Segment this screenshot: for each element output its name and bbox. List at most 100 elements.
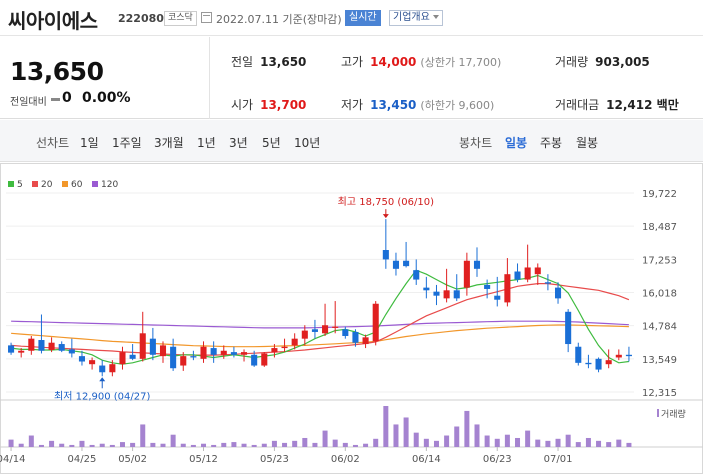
candle-body: [342, 329, 349, 336]
candle-body: [484, 284, 491, 289]
candle-body: [514, 271, 521, 280]
volume-bar: [342, 442, 348, 447]
candle-body: [382, 250, 389, 260]
candle-body: [180, 356, 187, 366]
volume-bar: [616, 439, 622, 447]
tab-1y[interactable]: 1년: [197, 136, 216, 150]
x-tick-label: 04/14: [0, 454, 25, 465]
volume-bar: [383, 406, 389, 447]
volume-bar: [292, 440, 298, 447]
x-tick-label: 06/23: [483, 454, 512, 465]
x-tick-label: 05/12: [189, 454, 218, 465]
volume-label: 거래량: [661, 408, 686, 420]
candle-body: [68, 349, 75, 354]
realtime-button[interactable]: 실시간: [345, 10, 381, 26]
candle-body: [372, 303, 379, 342]
candle-body: [615, 354, 622, 358]
candle-body: [565, 311, 572, 345]
low-price: 저가 13,450 (하한가 9,600): [341, 98, 495, 112]
chart-period-tabs: 선차트 1일 1주일 3개월 1년 3년 5년 10년 봉차트 일봉 주봉 월봉: [0, 120, 703, 162]
volume-bar: [180, 443, 186, 447]
chart-border: [0, 163, 703, 474]
legend-label-20: 20: [41, 180, 53, 190]
company-overview-dropdown[interactable]: 기업개요: [389, 10, 443, 26]
x-tick-label: 07/01: [544, 454, 573, 465]
candle-body: [524, 267, 531, 280]
high-annotation: 최고 18,750 (06/10): [338, 196, 434, 208]
candle-body: [413, 270, 420, 280]
candle-body: [99, 365, 106, 373]
annotations: 최고 18,750 (06/10) 최저 12,900 (04/27): [54, 196, 434, 402]
volume-bar: [130, 442, 136, 447]
volume-bar: [606, 442, 612, 447]
ma20-line: [11, 282, 630, 356]
candle-body: [605, 360, 612, 365]
volume-bar: [109, 444, 115, 447]
ma60-line: [11, 324, 629, 348]
volume-bar: [201, 443, 207, 447]
volume-bar: [525, 430, 531, 447]
volume-bar: [69, 444, 75, 447]
tab-weekly[interactable]: 주봉: [540, 136, 563, 150]
volume-bar: [99, 443, 105, 447]
chart-grid: [0, 163, 703, 474]
volume-bar: [474, 424, 480, 447]
volume-bar: [170, 434, 176, 447]
candle-body: [433, 291, 440, 296]
tab-10y[interactable]: 10년: [294, 136, 321, 150]
tab-3m[interactable]: 3개월: [154, 136, 184, 150]
candle-body: [58, 344, 65, 351]
candle-body: [119, 352, 126, 365]
tab-daily[interactable]: 일봉: [505, 136, 528, 150]
volume-bar: [484, 435, 490, 447]
y-tick-label: 17,253: [642, 255, 677, 266]
volume: 거래량 903,005: [555, 55, 650, 69]
volume-bar: [504, 434, 510, 447]
candle-body: [352, 331, 359, 343]
volume-bar: [626, 442, 632, 447]
chevron-down-icon: [432, 15, 439, 19]
candle-body: [534, 267, 541, 275]
stock-name[interactable]: 씨아이에스: [8, 9, 98, 33]
high-arrow-icon: [382, 214, 389, 219]
x-tick-label: 06/02: [331, 454, 360, 465]
volume-bar: [89, 444, 95, 447]
tab-monthly[interactable]: 월봉: [576, 136, 599, 150]
candle-body: [271, 348, 278, 353]
volume-bar: [464, 410, 470, 447]
tab-3y[interactable]: 3년: [229, 136, 248, 150]
x-tick-label: 05/23: [260, 454, 289, 465]
candle-body: [403, 260, 410, 267]
company-overview-label: 기업개요: [393, 12, 430, 23]
low-annotation: 최저 12,900 (04/27): [54, 390, 150, 402]
trade-amount: 거래대금 12,412 백만: [555, 98, 679, 112]
candle-body: [291, 338, 298, 346]
volume-bar: [322, 430, 328, 447]
candle-body: [332, 326, 339, 328]
candle-body: [443, 290, 450, 299]
line-chart-label: 선차트: [36, 136, 70, 150]
tab-1w[interactable]: 1주일: [112, 136, 142, 150]
moving-averages: [11, 269, 630, 365]
candle-body: [28, 338, 35, 351]
tab-5y[interactable]: 5년: [262, 136, 281, 150]
y-tick-label: 19,722: [642, 189, 677, 200]
change-value: 0: [62, 90, 72, 106]
volume-bar: [312, 442, 318, 447]
candle-body: [8, 345, 15, 353]
candle-body: [494, 295, 501, 300]
stock-header: 씨아이에스 222080 코스닥 2022.07.11 기준(장마감) 실시간 …: [0, 0, 703, 36]
candle-body: [220, 350, 227, 355]
candle-body: [473, 260, 481, 269]
legend-label-60: 60: [71, 180, 83, 190]
volume-bar: [565, 434, 571, 447]
candle-chart-label: 봉차트: [459, 136, 493, 150]
tab-1d[interactable]: 1일: [80, 136, 99, 150]
legend-swatch-120: [92, 181, 98, 187]
stock-code: 222080: [118, 12, 164, 25]
volume-bar: [271, 440, 277, 447]
volume-bar: [140, 424, 146, 447]
legend-label-5: 5: [17, 180, 23, 190]
candle-body: [139, 333, 146, 359]
candlestick-chart[interactable]: 5 20 60 120 거래량 19,722 18,487 17,253 16,018 14,…: [0, 163, 703, 474]
